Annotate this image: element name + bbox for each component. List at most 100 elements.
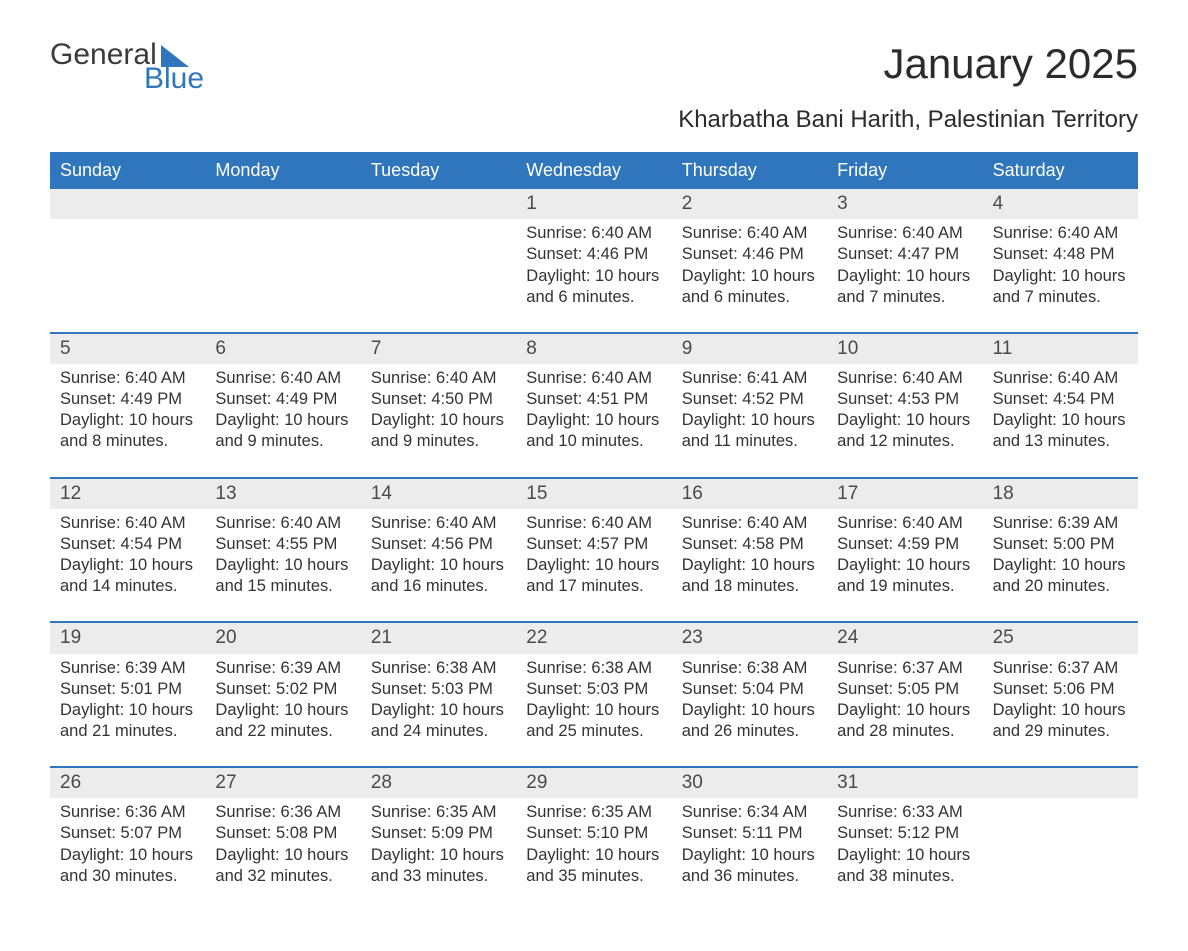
daylight-line: Daylight: 10 hours and 33 minutes. [371,845,506,887]
weekday-header: Thursday [672,152,827,189]
daylight-line: Daylight: 10 hours and 32 minutes. [215,845,350,887]
sunset-line: Sunset: 4:46 PM [526,244,661,265]
calendar-grid: SundayMondayTuesdayWednesdayThursdayFrid… [50,152,1138,911]
day-number: 22 [516,623,671,653]
day-number: 11 [983,334,1138,364]
day-number: 19 [50,623,205,653]
sunrise-line: Sunrise: 6:41 AM [682,368,817,389]
sunset-line: Sunset: 5:10 PM [526,823,661,844]
sunrise-line: Sunrise: 6:40 AM [837,223,972,244]
day-number: 13 [205,479,360,509]
sunset-line: Sunset: 5:11 PM [682,823,817,844]
day-number: 31 [827,768,982,798]
calendar-day: 31Sunrise: 6:33 AMSunset: 5:12 PMDayligh… [827,768,982,911]
sunrise-line: Sunrise: 6:34 AM [682,802,817,823]
day-number: 5 [50,334,205,364]
daylight-line: Daylight: 10 hours and 20 minutes. [993,555,1128,597]
calendar-week-row: 12Sunrise: 6:40 AMSunset: 4:54 PMDayligh… [50,477,1138,622]
day-number: 10 [827,334,982,364]
daylight-line: Daylight: 10 hours and 7 minutes. [837,266,972,308]
daylight-line: Daylight: 10 hours and 30 minutes. [60,845,195,887]
sunset-line: Sunset: 4:53 PM [837,389,972,410]
calendar-day: 8Sunrise: 6:40 AMSunset: 4:51 PMDaylight… [516,334,671,477]
sunrise-line: Sunrise: 6:40 AM [60,513,195,534]
sunset-line: Sunset: 4:56 PM [371,534,506,555]
daylight-line: Daylight: 10 hours and 7 minutes. [993,266,1128,308]
sunset-line: Sunset: 5:05 PM [837,679,972,700]
daylight-line: Daylight: 10 hours and 8 minutes. [60,410,195,452]
calendar-day: 25Sunrise: 6:37 AMSunset: 5:06 PMDayligh… [983,623,1138,766]
day-number: 8 [516,334,671,364]
calendar-day: 6Sunrise: 6:40 AMSunset: 4:49 PMDaylight… [205,334,360,477]
calendar-day: 15Sunrise: 6:40 AMSunset: 4:57 PMDayligh… [516,479,671,622]
calendar-day: 14Sunrise: 6:40 AMSunset: 4:56 PMDayligh… [361,479,516,622]
calendar-week-row: 1Sunrise: 6:40 AMSunset: 4:46 PMDaylight… [50,189,1138,332]
sunrise-line: Sunrise: 6:38 AM [371,658,506,679]
day-number: 3 [827,189,982,219]
title-block: January 2025 Kharbatha Bani Harith, Pale… [678,40,1138,134]
sunrise-line: Sunrise: 6:39 AM [215,658,350,679]
daylight-line: Daylight: 10 hours and 9 minutes. [215,410,350,452]
day-number: 20 [205,623,360,653]
weekday-header: Sunday [50,152,205,189]
sunset-line: Sunset: 4:52 PM [682,389,817,410]
calendar-week-row: 26Sunrise: 6:36 AMSunset: 5:07 PMDayligh… [50,766,1138,911]
calendar-day-empty [983,768,1138,911]
sunset-line: Sunset: 5:12 PM [837,823,972,844]
sunrise-line: Sunrise: 6:35 AM [371,802,506,823]
calendar-day: 18Sunrise: 6:39 AMSunset: 5:00 PMDayligh… [983,479,1138,622]
logo-word-1: General [50,40,157,70]
sunset-line: Sunset: 4:49 PM [60,389,195,410]
sunrise-line: Sunrise: 6:40 AM [837,513,972,534]
weekday-header: Tuesday [361,152,516,189]
month-title: January 2025 [678,40,1138,88]
sunset-line: Sunset: 4:50 PM [371,389,506,410]
day-number: 25 [983,623,1138,653]
day-number: 17 [827,479,982,509]
daylight-line: Daylight: 10 hours and 17 minutes. [526,555,661,597]
sunset-line: Sunset: 4:59 PM [837,534,972,555]
calendar-day: 27Sunrise: 6:36 AMSunset: 5:08 PMDayligh… [205,768,360,911]
logo-word-2: Blue [144,64,204,94]
day-number: 14 [361,479,516,509]
sunset-line: Sunset: 4:54 PM [60,534,195,555]
daylight-line: Daylight: 10 hours and 15 minutes. [215,555,350,597]
calendar-day: 29Sunrise: 6:35 AMSunset: 5:10 PMDayligh… [516,768,671,911]
sunrise-line: Sunrise: 6:40 AM [993,223,1128,244]
day-number: 15 [516,479,671,509]
sunrise-line: Sunrise: 6:40 AM [526,368,661,389]
sunset-line: Sunset: 5:01 PM [60,679,195,700]
day-number: 16 [672,479,827,509]
daylight-line: Daylight: 10 hours and 22 minutes. [215,700,350,742]
sunset-line: Sunset: 4:54 PM [993,389,1128,410]
calendar-page: General Blue January 2025 Kharbatha Bani… [0,0,1188,951]
sunset-line: Sunset: 5:08 PM [215,823,350,844]
sunrise-line: Sunrise: 6:36 AM [60,802,195,823]
day-number: 28 [361,768,516,798]
calendar-day: 21Sunrise: 6:38 AMSunset: 5:03 PMDayligh… [361,623,516,766]
day-number [205,189,360,219]
calendar-day: 11Sunrise: 6:40 AMSunset: 4:54 PMDayligh… [983,334,1138,477]
calendar-day: 26Sunrise: 6:36 AMSunset: 5:07 PMDayligh… [50,768,205,911]
location-subtitle: Kharbatha Bani Harith, Palestinian Terri… [678,106,1138,134]
sunrise-line: Sunrise: 6:39 AM [993,513,1128,534]
sunrise-line: Sunrise: 6:40 AM [682,513,817,534]
calendar-day: 28Sunrise: 6:35 AMSunset: 5:09 PMDayligh… [361,768,516,911]
sunset-line: Sunset: 4:55 PM [215,534,350,555]
day-number: 6 [205,334,360,364]
sunrise-line: Sunrise: 6:40 AM [371,513,506,534]
daylight-line: Daylight: 10 hours and 26 minutes. [682,700,817,742]
daylight-line: Daylight: 10 hours and 6 minutes. [526,266,661,308]
day-number: 26 [50,768,205,798]
day-number: 23 [672,623,827,653]
calendar-day: 12Sunrise: 6:40 AMSunset: 4:54 PMDayligh… [50,479,205,622]
brand-logo: General Blue [50,40,204,94]
sunset-line: Sunset: 4:46 PM [682,244,817,265]
sunrise-line: Sunrise: 6:40 AM [682,223,817,244]
day-number [983,768,1138,798]
weekday-header: Monday [205,152,360,189]
calendar-day: 9Sunrise: 6:41 AMSunset: 4:52 PMDaylight… [672,334,827,477]
daylight-line: Daylight: 10 hours and 25 minutes. [526,700,661,742]
day-number: 29 [516,768,671,798]
logo-triangle-icon [161,45,189,67]
